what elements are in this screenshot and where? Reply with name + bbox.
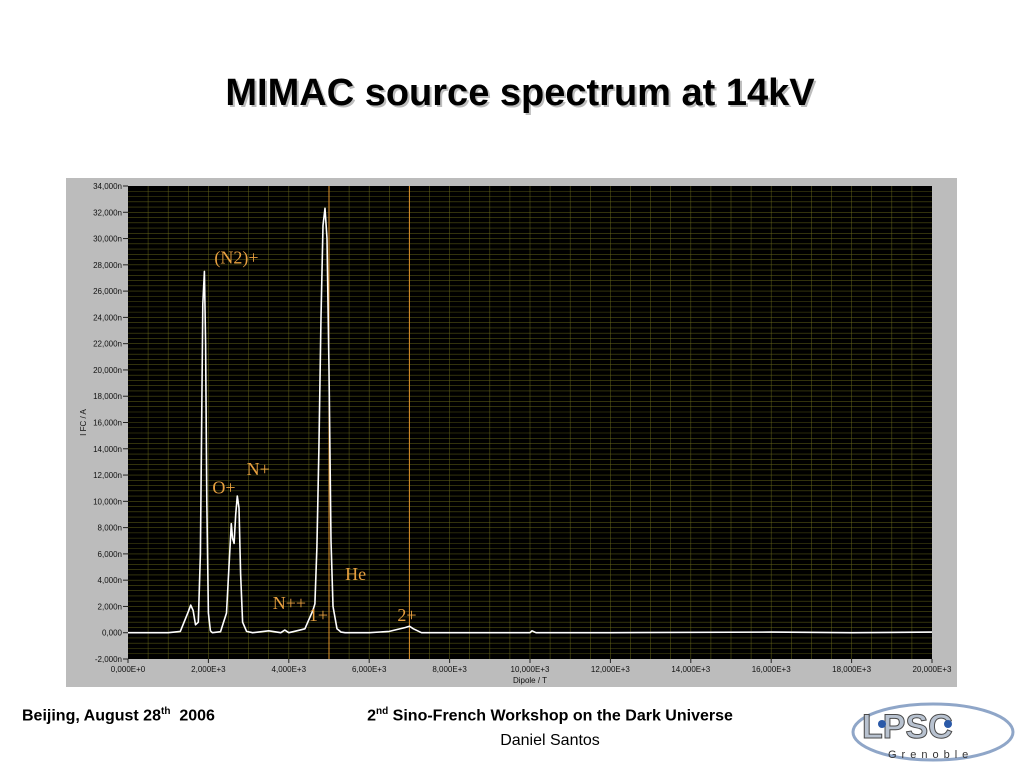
x-tick-label: 18,000E+3 — [832, 665, 871, 674]
peak-label: 1+ — [309, 605, 328, 625]
logo-subtext: Grenoble — [888, 749, 973, 761]
peak-label: N++ — [273, 593, 306, 613]
y-tick-label: 8,000n — [98, 524, 122, 533]
peak-label: (N2)+ — [214, 248, 258, 269]
x-tick-label: 2,000E+3 — [191, 665, 226, 674]
footer-workshop: 2nd Sino-French Workshop on the Dark Uni… — [290, 706, 810, 725]
x-tick-label: 16,000E+3 — [752, 665, 791, 674]
y-tick-label: 28,000n — [93, 261, 122, 270]
x-tick-label: 14,000E+3 — [671, 665, 710, 674]
y-axis-label: I FC / A — [79, 409, 88, 436]
slide-title: MIMAC source spectrum at 14kV — [225, 72, 815, 114]
footer-date-suffix: th — [160, 706, 171, 717]
workshop-name: Sino-French Workshop on the Dark Univers… — [388, 707, 733, 725]
y-tick-label: 6,000n — [98, 550, 122, 559]
y-tick-label: 14,000n — [93, 445, 122, 454]
y-tick-label: 18,000n — [93, 392, 122, 401]
lpsc-logo: LPSC Grenoble — [851, 702, 1015, 762]
y-tick-label: 20,000n — [93, 366, 122, 375]
peak-label: O+ — [212, 477, 235, 497]
chart-panel: (N2)+ O+ N+ He N++ 1+ 2+ -2,000n 0,000 2,000n 4,0… — [66, 178, 957, 687]
footer-author: Daniel Santos — [500, 732, 600, 749]
footer-place-text: Beijing, August 28 — [22, 707, 161, 725]
x-tick-label: 8,000E+3 — [432, 665, 467, 674]
y-tick-label: 34,000n — [93, 182, 122, 191]
spectrum-chart: (N2)+ O+ N+ He N++1+ 2+ -2,000n 0,000 2,000n 4,0… — [79, 182, 952, 685]
y-tick-label: 16,000n — [93, 419, 122, 428]
x-tick-label: 4,000E+3 — [272, 665, 307, 674]
x-tick-label: 20,000E+3 — [913, 665, 952, 674]
peak-label: 2+ — [397, 605, 416, 625]
x-axis-label: Dipole / T — [513, 676, 547, 685]
peak-label: N+ — [247, 459, 270, 479]
y-tick-label: 10,000n — [93, 497, 122, 506]
y-tick-label: 0,000 — [102, 629, 123, 638]
workshop-ordinal: 2 — [367, 707, 377, 725]
workshop-ordinal-suffix: nd — [376, 706, 389, 717]
y-tick-label: -2,000n — [95, 655, 122, 664]
x-tick-label: 10,000E+3 — [511, 665, 550, 674]
y-tick-label: 4,000n — [98, 576, 122, 585]
spectrum-line — [128, 207, 933, 634]
x-tick-label: 12,000E+3 — [591, 665, 630, 674]
logo-letters: LPSC — [862, 708, 953, 746]
footer-place-date: Beijing, August 28th 2006 — [22, 706, 215, 725]
x-tick-label: 6,000E+3 — [352, 665, 387, 674]
y-tick-label: 30,000n — [93, 235, 122, 244]
x-tick-label: 0,000E+0 — [111, 665, 146, 674]
y-tick-label: 32,000n — [93, 208, 122, 217]
y-tick-label: 24,000n — [93, 313, 122, 322]
y-tick-label: 12,000n — [93, 471, 122, 480]
footer-year: 2006 — [179, 707, 215, 725]
peak-label: He — [345, 564, 366, 584]
y-tick-label: 22,000n — [93, 340, 122, 349]
y-tick-label: 2,000n — [98, 602, 122, 611]
y-tick-label: 26,000n — [93, 287, 122, 296]
